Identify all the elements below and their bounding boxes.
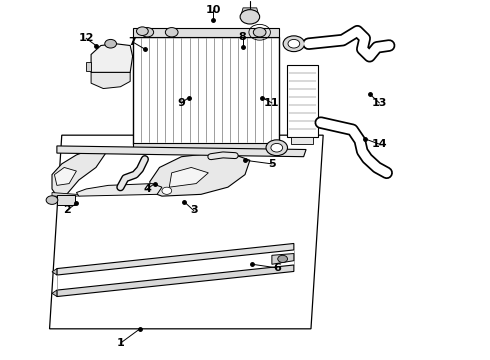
- Circle shape: [141, 28, 154, 37]
- Circle shape: [271, 143, 283, 152]
- Polygon shape: [57, 265, 294, 297]
- Polygon shape: [52, 149, 106, 196]
- Circle shape: [278, 255, 288, 262]
- Polygon shape: [150, 153, 250, 196]
- Circle shape: [283, 36, 305, 51]
- Circle shape: [46, 196, 58, 204]
- Polygon shape: [76, 184, 162, 196]
- Text: 12: 12: [78, 33, 94, 43]
- Text: 7: 7: [129, 37, 137, 47]
- Text: 14: 14: [371, 139, 387, 149]
- Circle shape: [137, 27, 148, 36]
- Polygon shape: [272, 253, 294, 264]
- Circle shape: [288, 40, 300, 48]
- Circle shape: [105, 40, 117, 48]
- Text: 4: 4: [144, 184, 151, 194]
- Text: 8: 8: [239, 32, 246, 41]
- Bar: [57, 195, 75, 205]
- Polygon shape: [57, 243, 294, 275]
- Polygon shape: [52, 269, 57, 275]
- Bar: [287, 65, 318, 137]
- Circle shape: [266, 140, 288, 156]
- Polygon shape: [54, 167, 76, 185]
- Circle shape: [162, 187, 172, 194]
- Circle shape: [165, 28, 178, 37]
- Polygon shape: [169, 167, 208, 187]
- Bar: [133, 28, 279, 37]
- Text: 3: 3: [190, 206, 197, 216]
- Text: 2: 2: [63, 206, 71, 216]
- Polygon shape: [91, 44, 133, 72]
- Text: 13: 13: [372, 98, 387, 108]
- Text: 9: 9: [177, 98, 185, 108]
- Circle shape: [240, 10, 260, 24]
- Polygon shape: [91, 72, 130, 89]
- Polygon shape: [52, 193, 91, 196]
- Circle shape: [253, 28, 266, 37]
- Polygon shape: [57, 146, 306, 157]
- Polygon shape: [241, 8, 259, 15]
- Text: 11: 11: [264, 98, 280, 108]
- Polygon shape: [86, 62, 91, 71]
- Text: 1: 1: [117, 338, 124, 348]
- Polygon shape: [292, 137, 314, 144]
- Bar: [133, 37, 279, 144]
- Text: 6: 6: [273, 263, 281, 273]
- Text: 10: 10: [205, 5, 221, 15]
- Polygon shape: [52, 290, 57, 297]
- Text: 5: 5: [268, 159, 276, 169]
- Bar: [133, 143, 279, 151]
